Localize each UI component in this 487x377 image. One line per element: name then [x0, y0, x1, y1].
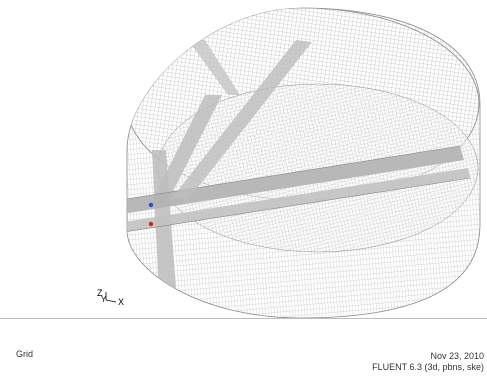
- axis-triad: Z Y X: [97, 288, 124, 307]
- footer-date: Nov 23, 2010: [430, 351, 484, 361]
- mesh-display: Z Y X: [97, 7, 481, 318]
- blue-point-marker: [148, 202, 154, 208]
- red-point-marker: [148, 221, 154, 227]
- vertical-mesh-band: [150, 40, 240, 318]
- diagonal-mesh-band: [172, 40, 312, 200]
- title-footer: Grid Nov 23, 2010 FLUENT 6.3 (3d, pbns, …: [0, 318, 487, 377]
- triad-x-label: X: [118, 297, 124, 307]
- horizontal-baffle: [127, 145, 471, 233]
- triad-y-label: Y: [101, 295, 107, 304]
- footer-label: Grid: [16, 349, 34, 359]
- graphics-viewport[interactable]: Z Y X: [0, 0, 487, 318]
- triad-z-label: Z: [97, 288, 103, 298]
- footer-divider: [0, 318, 487, 319]
- footer-solver: FLUENT 6.3 (3d, pbns, ske): [372, 362, 484, 372]
